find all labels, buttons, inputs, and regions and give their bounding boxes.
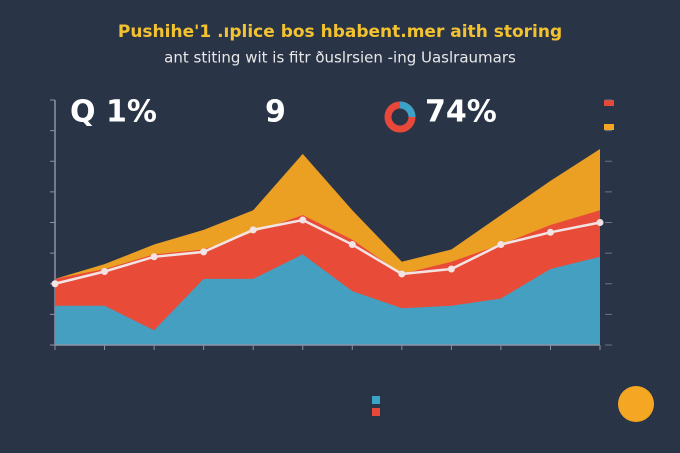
point bbox=[497, 241, 505, 249]
legend-swatch bbox=[372, 396, 380, 404]
chart-subtitle: ant stiting wit is fitr ðuslrsien -ing U… bbox=[164, 49, 516, 67]
point bbox=[348, 241, 356, 249]
point bbox=[249, 226, 257, 234]
stat: 9 bbox=[265, 95, 286, 130]
line bbox=[54, 218, 601, 285]
point bbox=[150, 253, 158, 261]
badge bbox=[618, 386, 654, 422]
area bbox=[55, 254, 600, 345]
point bbox=[51, 280, 59, 288]
point bbox=[200, 248, 208, 256]
point bbox=[596, 219, 604, 226]
point bbox=[299, 216, 307, 224]
chart-title: Pushihe'1 .ıplice bos hbabent.mer aith s… bbox=[118, 22, 562, 42]
point bbox=[398, 270, 406, 278]
donut-icon bbox=[399, 101, 416, 118]
point bbox=[546, 228, 554, 236]
point bbox=[101, 268, 109, 275]
stat: Q 1% bbox=[70, 95, 157, 130]
stat: 74% bbox=[425, 95, 497, 130]
legend-swatch bbox=[604, 100, 614, 106]
point bbox=[447, 265, 455, 273]
legend-swatch bbox=[372, 408, 380, 416]
legend-swatch bbox=[604, 124, 614, 130]
